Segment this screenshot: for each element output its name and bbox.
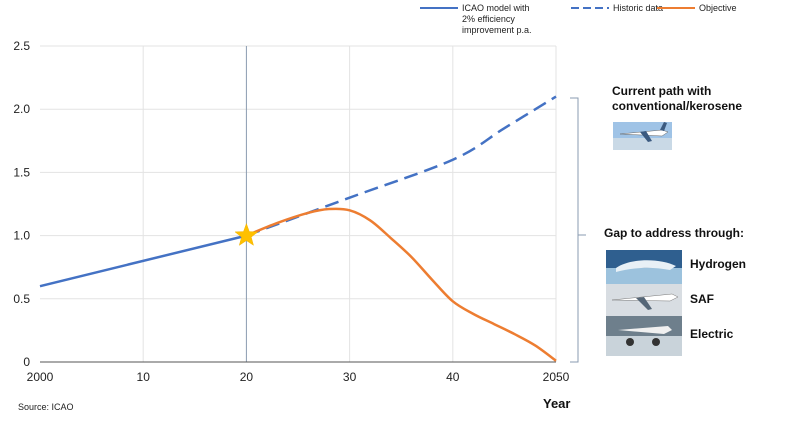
series-line bbox=[245, 95, 557, 237]
bracket-right bbox=[570, 97, 579, 363]
gridlines bbox=[40, 45, 557, 362]
legend-label: Historic data bbox=[613, 3, 663, 13]
legend-label: Objective bbox=[699, 3, 737, 13]
option-saf: SAF bbox=[690, 292, 714, 306]
gap-title: Gap to address through: bbox=[604, 226, 744, 240]
current-path-line-1: Current path with bbox=[612, 84, 711, 98]
y-tick-label: 2.0 bbox=[13, 102, 30, 116]
x-tick-label: 20 bbox=[240, 370, 254, 384]
x-axis-title: Year bbox=[543, 396, 570, 411]
star-marker bbox=[234, 222, 259, 246]
electric-aircraft-photo bbox=[606, 316, 682, 356]
legend-label: ICAO model with bbox=[462, 3, 530, 13]
star-icon bbox=[234, 222, 259, 246]
saf-aircraft-photo bbox=[606, 284, 682, 316]
airplane-photo bbox=[613, 122, 672, 150]
y-tick-label: 1.0 bbox=[13, 229, 30, 243]
y-tick-label: 0.5 bbox=[13, 292, 30, 306]
current-path-line-2: conventional/kerosene bbox=[612, 99, 742, 113]
x-axis-ticks: 2000 10 20 30 40 2050 bbox=[27, 370, 570, 384]
y-axis-ticks: 0 0.5 1.0 1.5 2.0 2.5 bbox=[13, 39, 30, 369]
y-tick-label: 0 bbox=[23, 355, 30, 369]
series-lines bbox=[39, 95, 557, 362]
y-tick-label: 2.5 bbox=[13, 39, 30, 53]
legend-label: 2% efficiency bbox=[462, 14, 515, 24]
option-hydrogen: Hydrogen bbox=[690, 257, 746, 271]
x-tick-label: 2000 bbox=[27, 370, 54, 384]
x-tick-label: 40 bbox=[446, 370, 460, 384]
option-electric: Electric bbox=[690, 327, 734, 341]
x-tick-label: 2050 bbox=[543, 370, 570, 384]
series-line bbox=[245, 207, 557, 362]
legend-label: improvement p.a. bbox=[462, 25, 532, 35]
source-note: Source: ICAO bbox=[18, 402, 74, 412]
series-line bbox=[39, 234, 247, 288]
hydrogen-aircraft-photo bbox=[606, 250, 682, 284]
x-tick-label: 30 bbox=[343, 370, 357, 384]
x-tick-label: 10 bbox=[137, 370, 151, 384]
y-tick-label: 1.5 bbox=[13, 165, 30, 179]
